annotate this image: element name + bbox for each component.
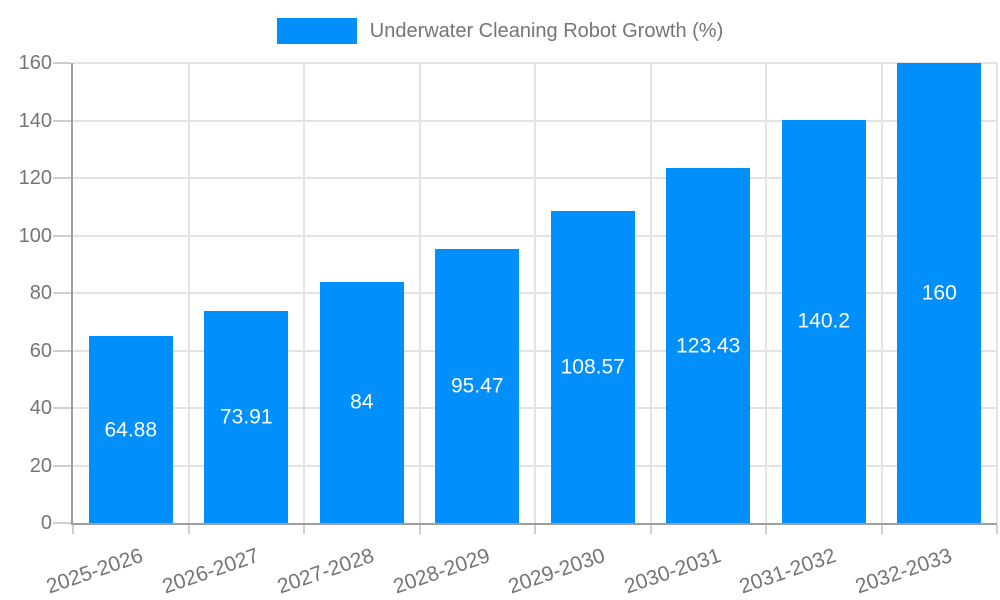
bar[interactable]: 140.2: [781, 119, 866, 523]
y-axis-line: [71, 63, 73, 525]
y-axis-label: 160: [18, 52, 52, 74]
v-gridline: [649, 63, 652, 523]
x-axis-label: 2025-2026: [43, 544, 147, 599]
bar[interactable]: 84: [319, 281, 404, 523]
legend-swatch-icon: [276, 18, 357, 44]
y-axis-tick: [53, 349, 71, 352]
x-axis-tick: [765, 525, 767, 534]
x-axis-tick: [534, 525, 536, 534]
bar-value-label: 160: [921, 281, 957, 305]
v-gridline: [303, 63, 305, 523]
x-axis-tick: [996, 525, 998, 534]
bar-value-label: 140.2: [797, 309, 851, 333]
y-axis-tick: [53, 177, 71, 179]
x-axis-label: 2029-2030: [505, 544, 609, 599]
v-gridline: [765, 63, 767, 523]
x-axis-tick: [649, 525, 652, 534]
bar[interactable]: 123.43: [666, 168, 751, 523]
x-axis-tick: [880, 525, 883, 534]
x-axis-label: 2026-2027: [159, 544, 262, 599]
x-axis-label: 2031-2032: [736, 544, 840, 599]
bar[interactable]: 73.91: [204, 310, 289, 523]
x-axis-label: 2030-2031: [621, 544, 724, 599]
x-axis-tick: [72, 525, 74, 534]
y-axis-label: 20: [29, 454, 52, 477]
y-axis-label: 40: [29, 397, 52, 419]
y-axis-label: 100: [18, 224, 52, 247]
v-gridline: [880, 63, 883, 523]
v-gridline: [996, 63, 998, 523]
v-gridline: [187, 63, 190, 523]
y-axis-tick: [53, 119, 71, 122]
y-axis-tick: [53, 464, 71, 467]
v-gridline: [418, 63, 421, 523]
legend-label: Underwater Cleaning Robot Growth (%): [369, 19, 724, 42]
x-axis-label: 2027-2028: [274, 544, 378, 599]
bar[interactable]: 160: [897, 63, 982, 523]
bar[interactable]: 64.88: [88, 336, 173, 523]
x-axis-tick: [187, 525, 190, 534]
y-axis-tick: [53, 407, 71, 409]
x-axis-label: 2028-2029: [390, 544, 493, 599]
y-axis-label: 0: [40, 512, 52, 534]
bar-value-label: 108.57: [560, 355, 625, 379]
chart-legend[interactable]: Underwater Cleaning Robot Growth (%): [0, 18, 1000, 44]
bar-value-label: 84: [350, 390, 374, 414]
bar[interactable]: 108.57: [550, 210, 635, 523]
y-axis-tick: [53, 62, 71, 64]
bar[interactable]: 95.47: [435, 248, 520, 523]
bar-value-label: 95.47: [450, 374, 504, 398]
x-axis-line: [71, 523, 997, 525]
y-axis-label: 120: [18, 167, 52, 189]
x-axis-tick: [418, 525, 421, 534]
x-axis-label: 2032-2033: [852, 544, 955, 599]
y-axis-tick: [53, 522, 71, 524]
bar-value-label: 64.88: [104, 418, 158, 442]
y-axis-tick: [53, 234, 71, 237]
x-axis-tick: [303, 525, 305, 534]
y-axis-label: 140: [18, 109, 52, 132]
y-axis-label: 60: [29, 339, 52, 362]
v-gridline: [534, 63, 536, 523]
y-axis-label: 80: [29, 282, 52, 304]
y-axis-tick: [53, 292, 71, 294]
bar-value-label: 73.91: [219, 405, 273, 429]
bar-value-label: 123.43: [676, 334, 741, 358]
